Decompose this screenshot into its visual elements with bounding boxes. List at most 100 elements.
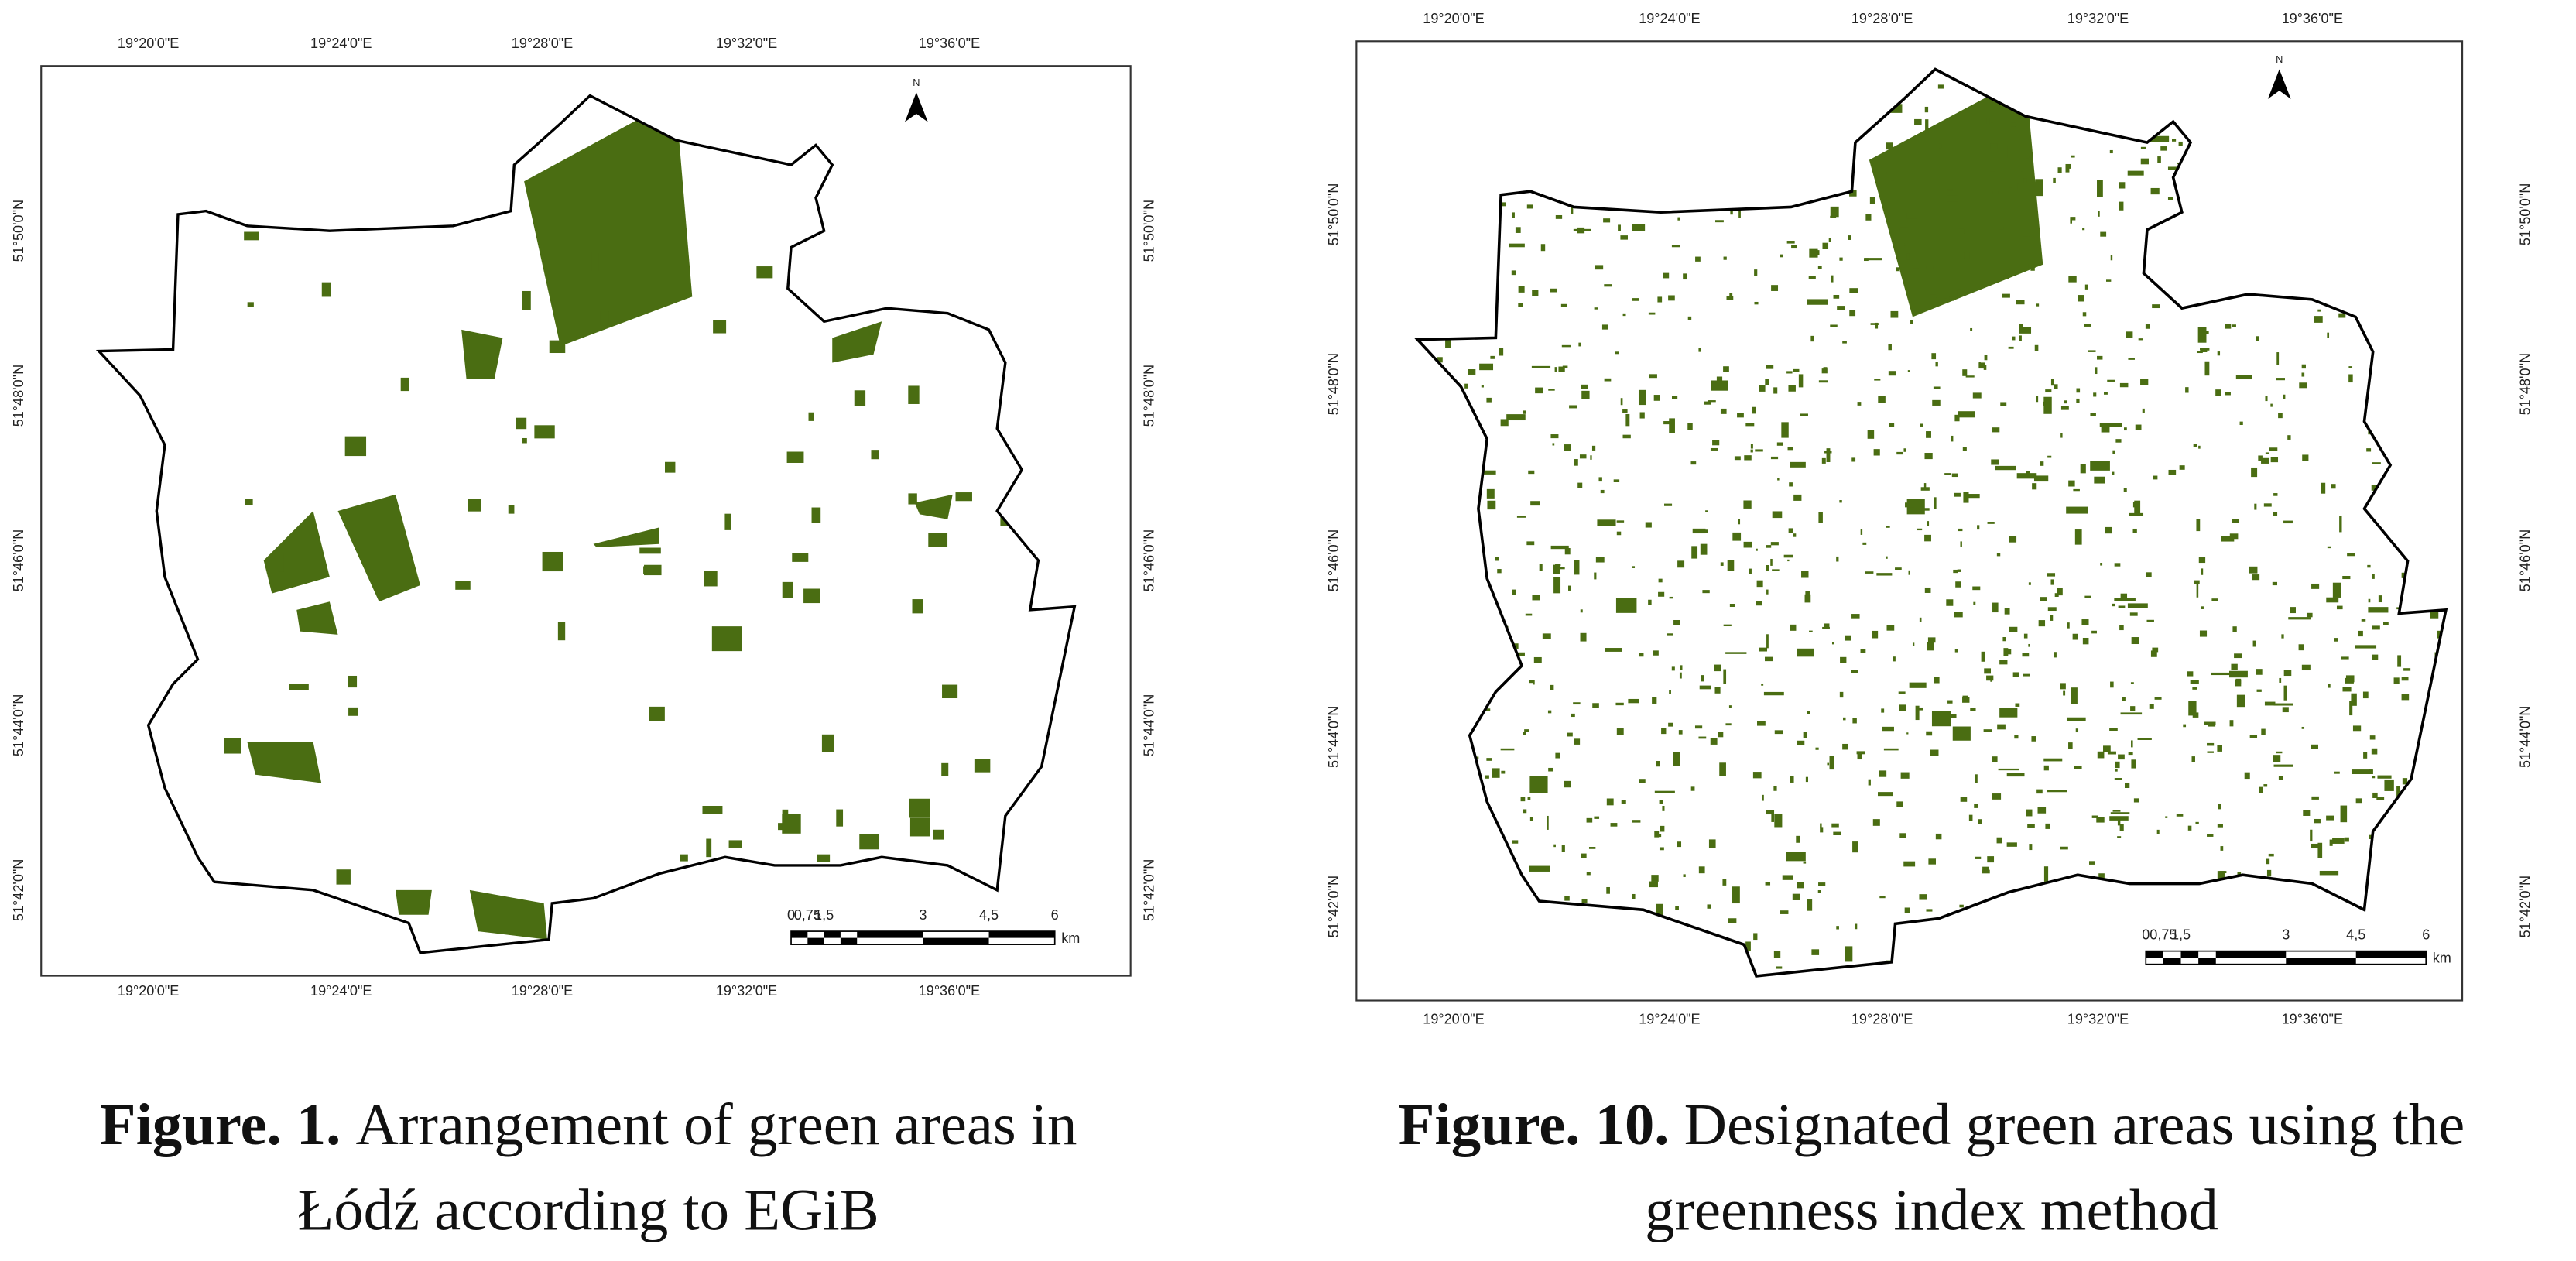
green-area (1711, 380, 1728, 391)
green-area (1831, 642, 1834, 645)
green-area (2028, 263, 2031, 269)
green-area (2217, 745, 2222, 752)
green-area (2047, 790, 2067, 793)
green-area (1610, 823, 1618, 827)
green-area (2196, 519, 2201, 532)
green-area (2299, 382, 2307, 389)
green-area (321, 282, 331, 297)
green-area (2402, 778, 2408, 785)
green-area (1860, 529, 1863, 535)
green-area (1487, 500, 1496, 510)
green-area (2273, 755, 2281, 762)
green-area (1654, 831, 1660, 838)
green-area (2002, 636, 2006, 642)
green-area (2068, 276, 2077, 283)
green-area (2071, 687, 2078, 704)
green-area (1827, 762, 1830, 766)
green-area (1972, 586, 1981, 591)
green-area (1831, 275, 1834, 283)
green-area (1526, 204, 1533, 209)
green-area (1774, 814, 1783, 828)
green-area (1852, 457, 1856, 462)
green-area (1695, 256, 1701, 262)
green-area (1523, 410, 1526, 414)
green-area (1574, 738, 1581, 745)
green-area (1490, 355, 1495, 359)
green-area (1620, 398, 1623, 406)
green-area (1548, 389, 1555, 391)
green-area (2403, 668, 2411, 671)
green-area (1970, 708, 1976, 711)
green-area (1749, 568, 1752, 574)
green-area (2043, 758, 2063, 762)
green-area (1571, 207, 1574, 214)
green-area (1770, 542, 1779, 546)
green-area (2310, 829, 2313, 842)
green-area (1723, 366, 1729, 372)
green-area (1820, 827, 1824, 833)
green-area (2239, 421, 2243, 426)
green-area (2064, 400, 2067, 404)
green-area (664, 461, 676, 473)
green-area (2261, 457, 2269, 464)
green-area (2251, 574, 2260, 581)
green-area (871, 450, 879, 460)
caption-label: Figure. 10. (1399, 1091, 1670, 1157)
green-area (1479, 363, 1494, 371)
green-area (1786, 241, 1795, 244)
green-area (2401, 694, 2410, 701)
green-area (1714, 664, 1721, 672)
green-area (549, 340, 566, 354)
green-area (1849, 288, 1858, 293)
top-coord-label: 19°24'0"E (310, 36, 372, 51)
green-area (1910, 194, 1916, 197)
green-area (778, 823, 784, 831)
green-area (1935, 833, 1942, 840)
green-area (2098, 211, 2100, 217)
green-area (2265, 452, 2269, 454)
green-area (2019, 335, 2022, 341)
green-area (1883, 748, 1899, 751)
green-area (2311, 843, 2322, 848)
green-area (1983, 729, 1992, 732)
green-area (2272, 581, 2278, 586)
green-area (1959, 228, 1965, 234)
green-area (2076, 398, 2080, 403)
scale-segment (807, 937, 824, 945)
green-area (2302, 454, 2309, 461)
green-area (1579, 454, 1587, 459)
green-area (2256, 669, 2263, 675)
green-area (2053, 177, 2056, 183)
green-area (803, 588, 820, 604)
green-area (2002, 293, 2010, 298)
green-area (1722, 879, 1727, 886)
green-area (974, 759, 991, 773)
green-area (2197, 327, 2207, 343)
green-area (2090, 413, 2096, 416)
green-area (1518, 286, 1525, 293)
green-area (2130, 682, 2134, 684)
green-area (1752, 406, 1756, 414)
green-area (2027, 824, 2035, 828)
green-area (2127, 170, 2144, 176)
green-area (2340, 805, 2348, 823)
green-area (1852, 718, 1857, 724)
green-area (2229, 533, 2239, 540)
green-area (1872, 630, 1879, 639)
green-area (2301, 726, 2305, 729)
green-area (1558, 366, 1565, 372)
green-area (1783, 554, 1793, 558)
green-area (2032, 483, 2037, 490)
green-area (2114, 563, 2121, 567)
green-area (1615, 598, 1637, 613)
green-area (1817, 250, 1820, 255)
green-area (1555, 752, 1560, 759)
green-area (1468, 369, 1476, 375)
green-area (1564, 548, 1571, 555)
green-area (2097, 180, 2103, 197)
bottom-coord-label: 19°32'0"E (2067, 1011, 2129, 1026)
green-area (2301, 364, 2306, 369)
green-area (2196, 581, 2199, 598)
scale-segment (824, 931, 841, 938)
green-area (1750, 449, 1753, 453)
